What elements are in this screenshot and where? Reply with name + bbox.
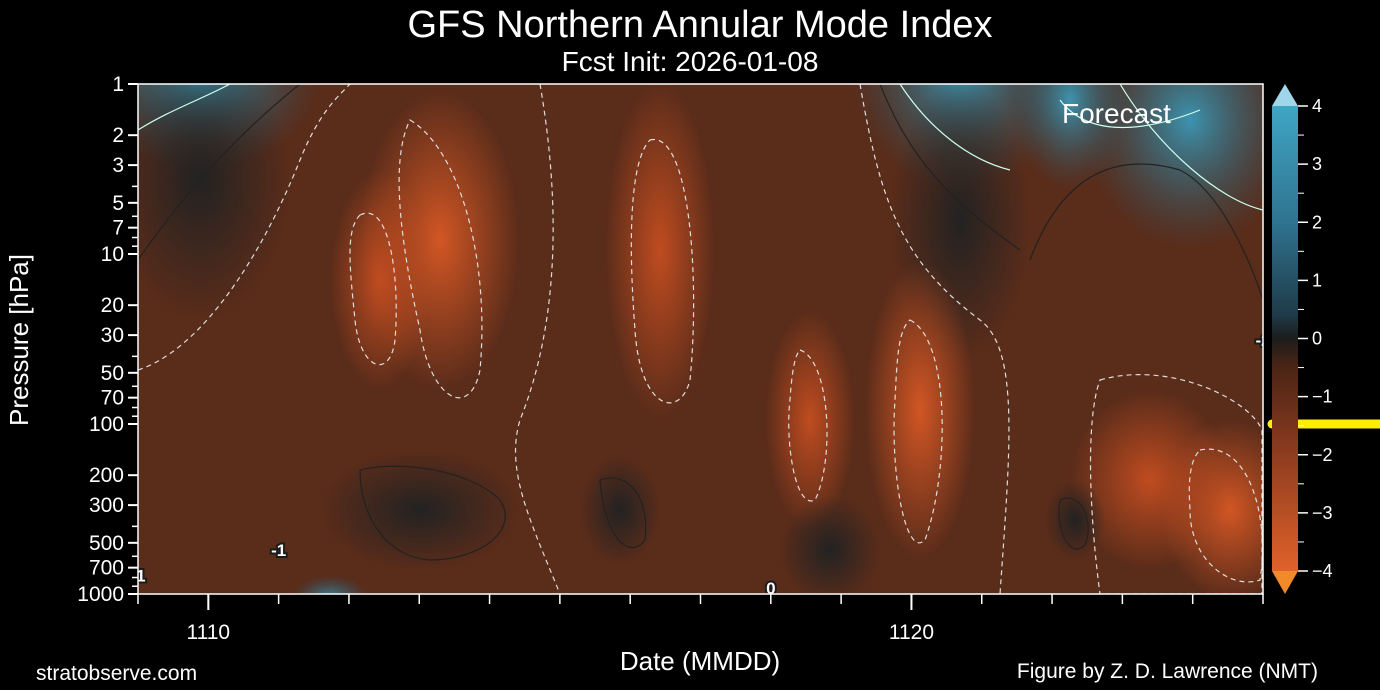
- negative-region-0101: [865, 260, 975, 560]
- y-tick-label: 70: [101, 387, 124, 410]
- contour-label: -1: [130, 567, 145, 586]
- y-tick-label: 2: [112, 124, 124, 147]
- negative-region-0118: [1070, 390, 1230, 570]
- x-tick-label: 1110: [187, 621, 231, 644]
- contour-label: -2: [1255, 331, 1270, 350]
- contour-east: [859, 84, 1010, 594]
- y-tick-label: 300: [89, 494, 124, 517]
- negative-region-1125: [330, 170, 430, 390]
- y-tick-label: 100: [89, 413, 124, 436]
- colorbar-tick-label: 1: [1312, 270, 1322, 290]
- contour-positive-3: [1119, 84, 1263, 211]
- colorbar-tick-label: −3: [1312, 503, 1333, 523]
- contour-labels: 00-22110-1-1-1-2-1-1-2000-3-2-1-10-100-1: [130, 329, 1270, 598]
- colorbar-tick-label: −1: [1312, 387, 1333, 407]
- colorbar-tick-label: 3: [1312, 154, 1322, 174]
- y-tick-label: 500: [89, 532, 124, 555]
- contour-positive-2: [1059, 99, 1201, 128]
- colorbar-body: [1272, 106, 1298, 571]
- contour-positive-1: [899, 84, 1011, 171]
- y-tick-label: 7: [112, 217, 124, 240]
- contour-1201: [398, 119, 483, 399]
- x-axis-ticks: 11101120120112101220010101100120: [137, 594, 1264, 644]
- negative-region-1212: [605, 84, 715, 420]
- y-tick-label: 1000: [77, 583, 124, 606]
- contour-zero-1: [138, 84, 301, 261]
- neutral-region-lower-4: [1045, 480, 1105, 560]
- contour-label: -1: [271, 541, 286, 560]
- chart-title: GFS Northern Annular Mode Index: [407, 4, 992, 46]
- y-tick-label: 3: [112, 154, 124, 177]
- footer-right: Figure by Z. D. Lawrence (NMT): [1017, 660, 1318, 683]
- y-tick-label: 200: [89, 464, 124, 487]
- positive-region-bottom: [291, 575, 369, 594]
- colorbar-ticks: 4 3 2 1 0 −1 −2 −3 −4: [1298, 96, 1333, 581]
- y-tick-label: 10: [101, 243, 124, 266]
- contour-0118: [1089, 374, 1263, 594]
- contour-zero-3: [1029, 163, 1263, 301]
- forecast-label: Forecast: [1062, 98, 1171, 129]
- contour-lower-1: [359, 465, 506, 561]
- contour-label: 0: [766, 579, 775, 598]
- contour-zero-2: [879, 84, 1021, 251]
- x-tick-label: 1120: [889, 621, 934, 644]
- y-tick-label: 5: [112, 192, 124, 215]
- positive-region-top-right-2: [1010, 84, 1130, 190]
- footer-left: stratobserve.com: [36, 662, 197, 685]
- contour-lines: [138, 84, 1263, 594]
- contour-0122: [1188, 448, 1263, 583]
- neutral-region-lower-2: [580, 455, 660, 565]
- contour-lower-2: [599, 477, 647, 549]
- colorbar-tick-label: −4: [1312, 561, 1333, 581]
- neutral-region-top-left: [138, 84, 290, 320]
- y-tick-label: 700: [89, 557, 124, 580]
- contour-1212: [630, 139, 695, 404]
- colorbar-tick-label: 2: [1312, 212, 1322, 232]
- y-tick-label: 20: [101, 294, 124, 317]
- y-axis-title: Pressure [hPa]: [4, 254, 34, 426]
- field-shading: [138, 84, 1263, 594]
- chart-subtitle: Fcst Init: 2026-01-08: [562, 46, 819, 77]
- colorbar-tick-label: 4: [1312, 96, 1322, 116]
- colorbar-tick-label: 0: [1312, 329, 1322, 349]
- colorbar-extend-bottom: [1272, 571, 1298, 594]
- colorbar-extend-top: [1272, 84, 1298, 106]
- contour-mid: [514, 84, 561, 594]
- y-tick-label: 30: [101, 324, 124, 347]
- y-tick-label: 50: [101, 362, 124, 385]
- y-tick-label: 1: [112, 73, 124, 96]
- colorbar-tick-label: −2: [1312, 445, 1333, 465]
- neutral-region-lower-3: [780, 495, 880, 594]
- negative-region-1225: [765, 310, 855, 530]
- colorbar: 4 3 2 1 0 −1 −2 −3 −4: [1272, 84, 1333, 594]
- x-axis-title: Date (MMDD): [620, 646, 780, 676]
- contour-1125: [349, 212, 397, 366]
- contour-lower-3: [1058, 497, 1089, 550]
- contour-positive-4: [138, 84, 231, 131]
- plot-area: 00-22110-1-1-1-2-1-1-2000-3-2-1-10-100-1…: [130, 84, 1270, 598]
- contour-1225: [788, 349, 828, 502]
